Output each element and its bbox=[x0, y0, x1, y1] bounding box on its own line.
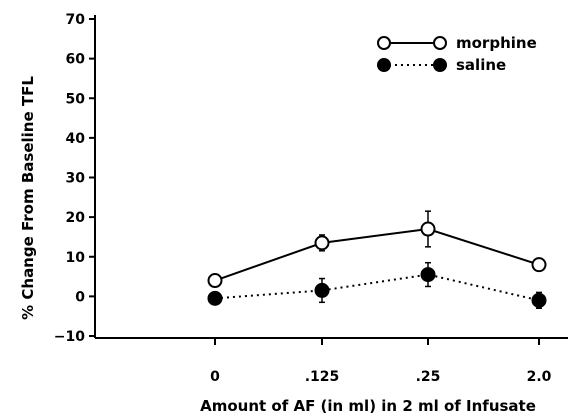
x-tick-label: .25 bbox=[416, 369, 441, 385]
series-morphine bbox=[207, 210, 547, 289]
legend-marker bbox=[377, 58, 391, 72]
y-tick-label: 10 bbox=[66, 250, 86, 266]
y-tick-label: −10 bbox=[54, 329, 85, 345]
y-tick-label: 30 bbox=[66, 171, 86, 187]
data-point bbox=[314, 282, 330, 298]
y-axis-label: % Change From Baseline TFL bbox=[19, 76, 37, 320]
x-axis-label: Amount of AF (in ml) in 2 ml of Infusate bbox=[200, 397, 536, 415]
data-point bbox=[207, 290, 223, 306]
x-axis-ticks: 0 .125 .25 2.0 bbox=[210, 338, 552, 385]
legend-marker bbox=[433, 36, 447, 50]
y-axis-ticks: 70 60 50 40 30 20 10 0 −10 bbox=[54, 12, 95, 345]
legend: morphine saline bbox=[377, 34, 537, 74]
legend-marker bbox=[433, 58, 447, 72]
x-tick-label: 0 bbox=[210, 369, 220, 385]
y-tick-label: 0 bbox=[75, 289, 85, 305]
series-line-morphine bbox=[214, 227, 540, 282]
y-tick-label: 60 bbox=[66, 52, 86, 68]
data-point bbox=[531, 257, 547, 273]
data-point bbox=[314, 235, 330, 251]
y-tick-label: 70 bbox=[66, 12, 86, 28]
data-point bbox=[420, 267, 436, 283]
series-layer bbox=[207, 210, 547, 310]
y-tick-label: 20 bbox=[66, 210, 86, 226]
legend-label: morphine bbox=[456, 34, 537, 52]
y-tick-label: 50 bbox=[66, 91, 86, 107]
x-tick-label: .125 bbox=[305, 369, 340, 385]
data-point bbox=[531, 292, 547, 308]
series-line-saline bbox=[214, 273, 540, 302]
series-saline bbox=[207, 261, 547, 310]
data-point bbox=[207, 273, 223, 289]
legend-label: saline bbox=[456, 56, 506, 74]
data-point bbox=[420, 221, 436, 237]
x-tick-label: 2.0 bbox=[527, 369, 552, 385]
y-tick-label: 40 bbox=[66, 131, 86, 147]
legend-marker bbox=[377, 36, 391, 50]
